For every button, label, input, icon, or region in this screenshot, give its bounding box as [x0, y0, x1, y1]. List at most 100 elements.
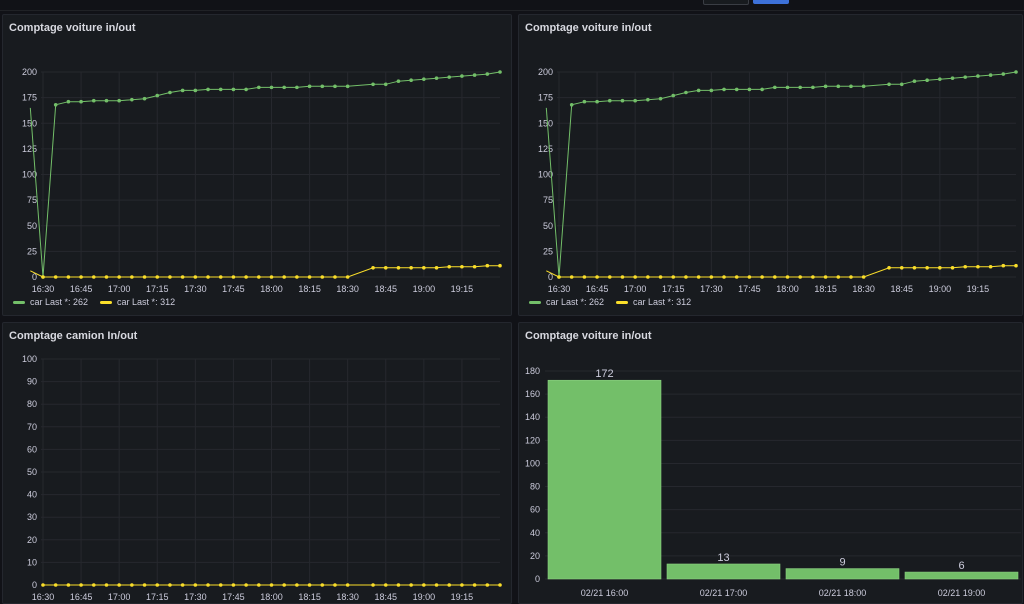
panel-truck-count: Comptage camion In/out 0 10 20 30 40 50 60 70 80… [2, 322, 512, 604]
data-point [912, 265, 917, 270]
data-point [849, 275, 853, 279]
data-point [887, 82, 891, 87]
data-point [218, 275, 223, 279]
data-point [257, 275, 261, 279]
refresh-button[interactable] [753, 0, 789, 4]
x-tick-label: 17:00 [108, 284, 131, 294]
line-chart: 0 25 50 75 100 125 150 175 200 16:30 16:45 17:00 17:… [22, 67, 502, 294]
data-point [117, 275, 121, 279]
data-point [66, 99, 71, 104]
x-category-label: 02/21 19:00 [938, 588, 986, 598]
data-point [193, 583, 198, 587]
data-point [709, 88, 714, 93]
data-point [671, 275, 676, 279]
data-point [206, 275, 210, 279]
data-point [472, 264, 477, 269]
y-tick-label: 30 [27, 512, 37, 522]
data-point [269, 85, 274, 90]
time-range-picker[interactable] [703, 0, 749, 5]
legend: car Last *: 262 car Last *: 312 [13, 297, 175, 307]
y-tick-label: 100 [22, 354, 37, 364]
data-point [79, 275, 83, 279]
data-point [383, 82, 388, 87]
y-tick-label: 70 [27, 422, 37, 432]
legend-item-green[interactable]: car Last *: 262 [529, 297, 604, 307]
data-point [620, 275, 625, 279]
data-point [1001, 72, 1006, 76]
x-tick-label: 17:00 [624, 284, 647, 294]
legend-item-yellow[interactable]: car Last *: 312 [100, 297, 175, 307]
legend: car Last *: 262 car Last *: 312 [529, 297, 691, 307]
x-tick-label: 17:15 [146, 284, 169, 294]
bar [785, 568, 900, 580]
data-point [861, 275, 866, 279]
data-point [320, 583, 325, 587]
top-toolbar [0, 0, 1024, 11]
data-point [307, 84, 312, 89]
data-point [53, 583, 58, 587]
data-point [747, 87, 752, 92]
y-tick-label: 20 [27, 535, 37, 545]
x-tick-label: 18:45 [374, 592, 397, 602]
y-tick-label: 100 [538, 170, 553, 180]
data-point [1001, 263, 1006, 268]
x-category-label: 02/21 17:00 [700, 588, 748, 598]
x-tick-label: 17:45 [738, 284, 761, 294]
data-point [104, 275, 109, 279]
data-point [333, 84, 337, 89]
data-point [383, 265, 388, 270]
data-point [684, 90, 688, 95]
y-tick-label: 150 [538, 118, 553, 128]
data-point [371, 82, 375, 87]
data-point [409, 265, 413, 270]
data-point [155, 93, 160, 98]
panel-title[interactable]: Comptage voiture in/out [525, 22, 652, 34]
x-tick-label: 17:30 [700, 284, 723, 294]
data-point [434, 76, 439, 80]
panel-title[interactable]: Comptage voiture in/out [9, 22, 136, 34]
data-point [307, 583, 312, 587]
y-tick-label: 20 [530, 551, 540, 561]
legend-label: car Last *: 262 [30, 297, 89, 307]
y-tick-label: 40 [27, 490, 37, 500]
data-point [422, 265, 426, 270]
x-category-label: 02/21 18:00 [819, 588, 867, 598]
y-tick-label: 75 [543, 195, 553, 205]
data-point [1014, 263, 1018, 268]
legend-item-green[interactable]: car Last *: 262 [13, 297, 88, 307]
data-point [734, 87, 739, 92]
data-point [734, 275, 739, 279]
data-point [569, 103, 574, 107]
data-point [938, 77, 942, 81]
y-tick-label: 120 [525, 435, 540, 445]
data-point [282, 275, 286, 279]
x-tick-label: 18:45 [890, 284, 913, 294]
data-point [142, 275, 147, 279]
data-point [269, 583, 274, 587]
x-tick-label: 16:45 [70, 592, 93, 602]
y-tick-label: 140 [525, 412, 540, 422]
y-tick-label: 50 [27, 467, 37, 477]
data-point [409, 78, 413, 82]
data-point [79, 99, 83, 104]
data-point [155, 275, 160, 279]
x-tick-label: 17:30 [184, 284, 207, 294]
legend-item-yellow[interactable]: car Last *: 312 [616, 297, 691, 307]
data-point [257, 85, 261, 90]
data-point [472, 73, 477, 77]
panel-title[interactable]: Comptage camion In/out [9, 330, 138, 342]
data-point [142, 583, 147, 587]
y-tick-label: 125 [22, 144, 37, 154]
y-tick-label: 200 [22, 67, 37, 77]
data-point [295, 275, 299, 279]
x-tick-label: 17:15 [146, 592, 169, 602]
panel-title[interactable]: Comptage voiture in/out [525, 330, 652, 342]
y-tick-label: 0 [32, 580, 37, 590]
y-tick-label: 10 [27, 557, 37, 567]
data-point [836, 84, 841, 89]
x-tick-label: 16:30 [32, 592, 55, 602]
y-tick-label: 100 [22, 170, 37, 180]
data-point [485, 263, 490, 268]
legend-swatch [13, 300, 25, 304]
data-point [696, 88, 701, 93]
